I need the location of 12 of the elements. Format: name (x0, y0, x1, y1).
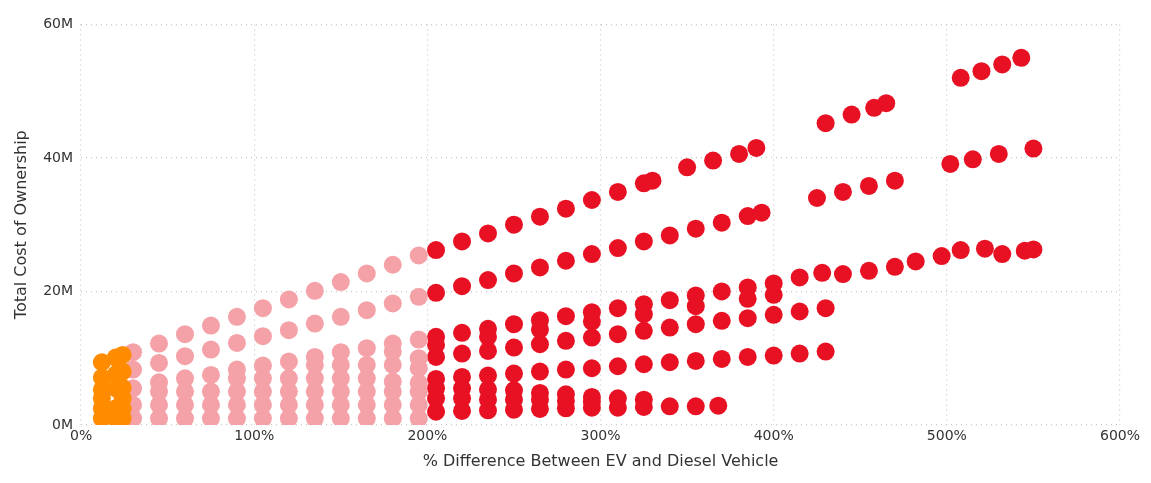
x-tick-label: 200% (407, 427, 448, 444)
y-tick-label: 20M (43, 282, 74, 299)
x-tick-label: 0% (69, 427, 93, 444)
x-tick-label: 500% (926, 427, 967, 444)
x-tick-label: 300% (580, 427, 621, 444)
y-tick-label: 60M (43, 15, 74, 32)
x-tick-label: 600% (1099, 427, 1140, 444)
x-tick-label: 100% (234, 427, 275, 444)
x-axis-title: % Difference Between EV and Diesel Vehicle (422, 450, 779, 470)
y-tick-label: 40M (43, 148, 74, 165)
y-axis-title: Total Cost of Ownership (10, 130, 30, 321)
x-tick-label: 400% (753, 427, 794, 444)
